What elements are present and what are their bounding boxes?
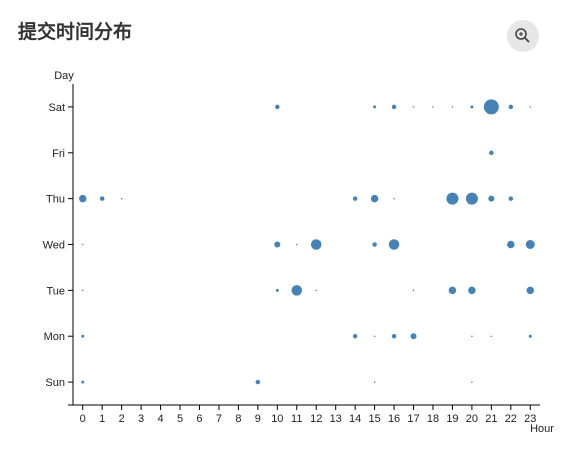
zoom-icon [515, 28, 527, 40]
y-tick-label: Sun [45, 377, 65, 389]
bubble [412, 106, 415, 108]
bubble [490, 335, 493, 337]
x-tick-label: 9 [255, 413, 261, 425]
x-tick-label: 14 [349, 413, 361, 425]
y-tick-label: Wed [43, 240, 65, 252]
bubble [468, 286, 476, 295]
bubble [391, 333, 397, 339]
bubble [526, 286, 535, 295]
bubble [310, 239, 322, 250]
x-tick-label: 6 [196, 413, 202, 425]
x-tick-label: 10 [271, 413, 283, 425]
bubble [315, 289, 317, 292]
bubble [410, 333, 417, 340]
bubble [373, 381, 376, 383]
bubble [508, 104, 514, 110]
x-tick-label: 2 [119, 413, 125, 425]
bubble [483, 99, 499, 115]
bubble [120, 197, 123, 200]
x-tick-label: 20 [466, 413, 478, 425]
x-tick-label: 3 [138, 413, 144, 425]
x-tick-label: 16 [388, 413, 400, 425]
bubble [370, 194, 379, 203]
bubble [393, 197, 395, 200]
x-tick-label: 15 [368, 413, 380, 425]
y-tick-label: Mon [44, 331, 65, 343]
bubble [78, 194, 87, 203]
bubble [446, 192, 459, 205]
bubble [451, 106, 454, 108]
bubble [296, 243, 298, 246]
zoom-icon [524, 37, 530, 43]
bubble [528, 334, 532, 338]
bubble [508, 196, 514, 201]
y-tick-label: Tue [46, 285, 65, 297]
bubble [488, 195, 495, 202]
bubble [373, 335, 376, 337]
zoom-button[interactable] [507, 20, 539, 52]
bubble [529, 106, 532, 108]
zoom-button-bg[interactable] [507, 20, 539, 52]
x-tick-label: 23 [524, 413, 536, 425]
y-tick-label: Thu [46, 194, 65, 206]
x-tick-label: 17 [407, 413, 419, 425]
bubble [525, 240, 535, 249]
x-tick-label: 18 [427, 413, 439, 425]
y-axis-label: Day [54, 70, 74, 82]
bubble [448, 286, 457, 295]
bubble [391, 104, 397, 110]
x-axis-label: Hour [530, 423, 554, 435]
bubble [274, 241, 281, 248]
bubble [99, 196, 105, 201]
bubble [372, 242, 377, 247]
x-tick-label: 13 [330, 413, 342, 425]
bubble [81, 243, 84, 246]
x-tick-label: 7 [216, 413, 222, 425]
bubble [255, 379, 261, 385]
bubble [471, 335, 473, 337]
bubble [373, 105, 377, 109]
x-tick-label: 22 [505, 413, 517, 425]
bubble [388, 239, 400, 250]
x-tick-label: 12 [310, 413, 322, 425]
bubble [81, 289, 84, 292]
bubble [489, 150, 494, 156]
x-tick-label: 1 [99, 413, 105, 425]
bubble [412, 289, 415, 292]
x-tick-label: 5 [177, 413, 183, 425]
bubble [291, 285, 303, 296]
x-tick-label: 21 [485, 413, 497, 425]
bubble [507, 240, 515, 249]
bubble [275, 104, 280, 110]
x-tick-label: 11 [291, 413, 302, 425]
y-tick-label: Fri [52, 148, 65, 160]
chart-title: 提交时间分布 [18, 20, 132, 43]
bubble [465, 192, 478, 205]
bubble [81, 334, 85, 338]
x-tick-label: 0 [80, 413, 86, 425]
bubble [275, 288, 279, 292]
y-tick-label: Sat [48, 102, 65, 114]
x-tick-label: 8 [235, 413, 241, 425]
bubble [81, 380, 85, 384]
bubble [352, 196, 358, 201]
x-tick-label: 19 [446, 413, 458, 425]
x-tick-label: 4 [158, 413, 164, 425]
bubble [432, 106, 434, 108]
bubble [470, 105, 474, 109]
bubble [471, 381, 473, 383]
bubble [352, 333, 358, 339]
